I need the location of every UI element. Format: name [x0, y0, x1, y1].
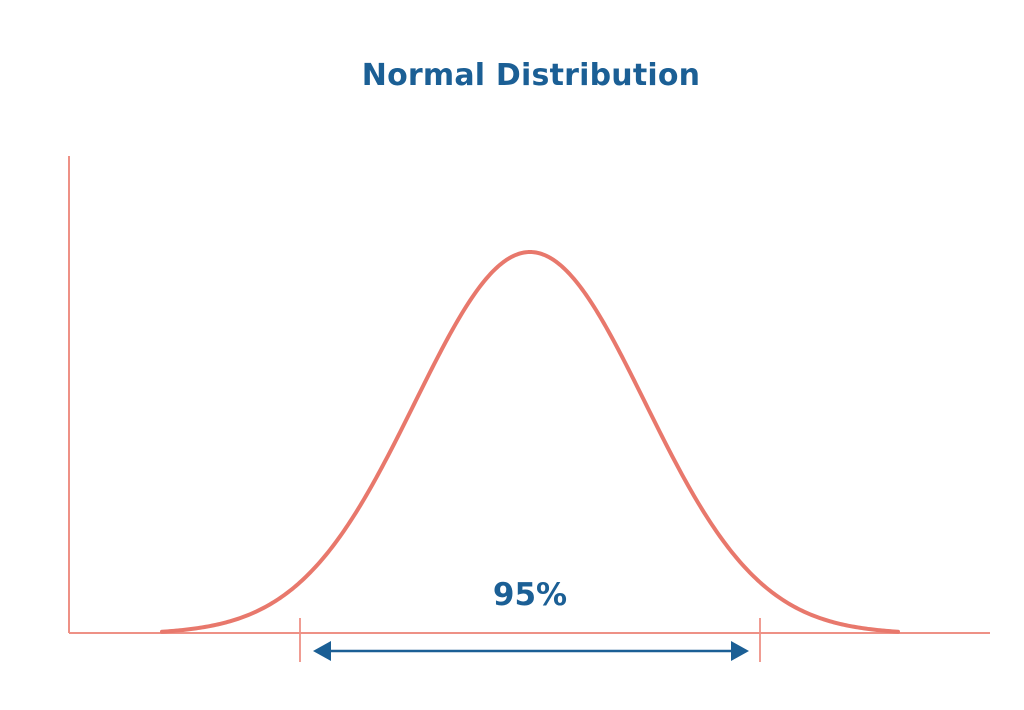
arrow-left-head-icon	[313, 641, 331, 661]
interval-percentage-label: 95%	[492, 577, 568, 613]
arrow-right-head-icon	[731, 641, 749, 661]
bell-curve	[160, 250, 900, 634]
chart-title: Normal Distribution	[361, 58, 701, 93]
